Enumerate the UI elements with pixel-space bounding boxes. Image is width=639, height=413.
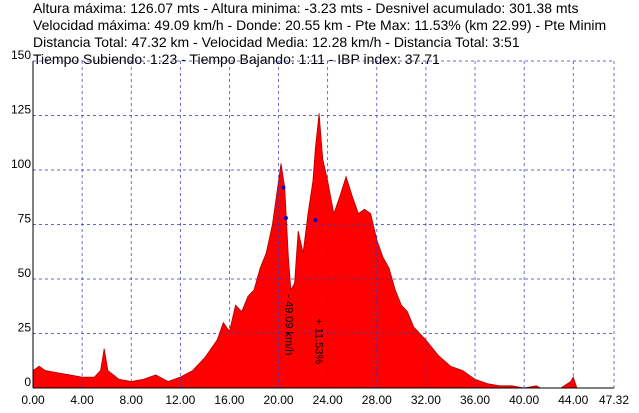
annotation: + 11.53%: [312, 318, 324, 364]
x-tick-label: 0.00: [21, 393, 45, 407]
y-tick-label: 0: [24, 375, 31, 389]
y-tick-label: 125: [11, 103, 31, 117]
y-tick-label: 150: [11, 48, 31, 62]
area: [33, 113, 614, 388]
y-tick-label: 50: [18, 266, 32, 280]
x-tick-label: 47.32: [599, 393, 629, 407]
x-tick-label: 20.00: [264, 393, 294, 407]
y-tick-label: 100: [11, 157, 31, 171]
x-tick-label: 32.00: [411, 393, 441, 407]
x-tick-label: 44.00: [558, 393, 588, 407]
marker: [313, 218, 318, 223]
x-tick-label: 36.00: [460, 393, 490, 407]
x-tick-label: 16.00: [214, 393, 244, 407]
header-line: Altura máxima: 126.07 mts - Altura minim…: [33, 0, 578, 16]
x-tick-label: 40.00: [509, 393, 539, 407]
x-tick-label: 28.00: [362, 393, 392, 407]
annotation: - 49.09 km/h: [282, 294, 294, 355]
y-tick-label: 75: [18, 212, 32, 226]
x-tick-label: 8.00: [120, 393, 144, 407]
header-line: Velocidad máxima: 49.09 km/h - Donde: 20…: [33, 17, 606, 33]
y-tick-label: 25: [18, 321, 32, 335]
marker: [283, 215, 288, 220]
header-line: Distancia Total: 47.32 km - Velocidad Me…: [33, 34, 520, 50]
x-tick-label: 24.00: [313, 393, 343, 407]
marker: [281, 185, 286, 190]
x-tick-label: 12.00: [165, 393, 195, 407]
x-tick-label: 4.00: [70, 393, 94, 407]
header-line: Tiempo Subiendo: 1:23 - Tiempo Bajando: …: [33, 51, 440, 67]
